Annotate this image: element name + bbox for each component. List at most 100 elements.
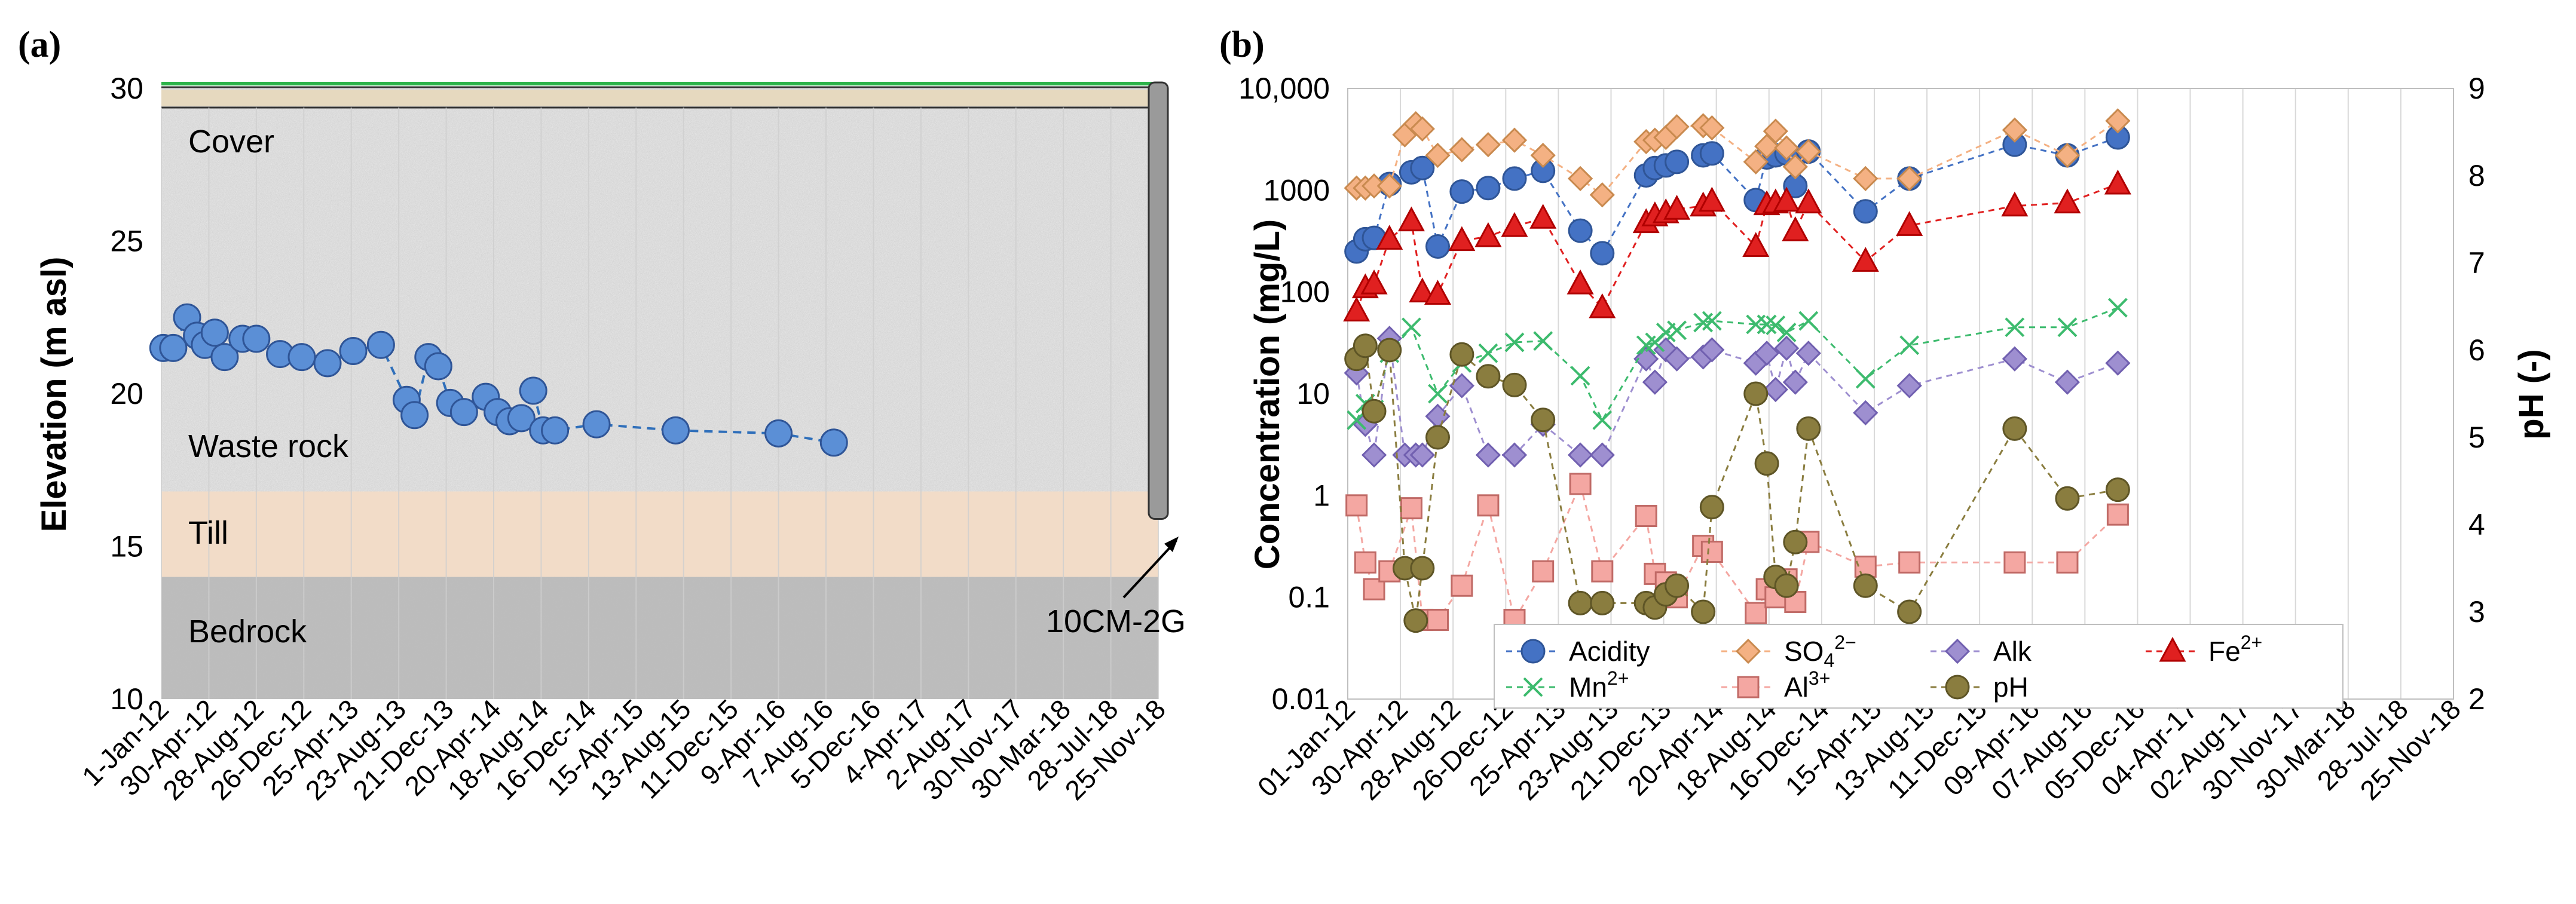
panel-b-letter: (b): [1219, 24, 1265, 65]
panel-a-y-ticks: 10 15 20 25 30: [110, 72, 143, 716]
panel-a-elevation: (a) 10 15 20 25 30 1-Jan-1230-Apr-1228-Aug-1…: [18, 24, 1186, 806]
point-ph: [1699, 495, 1724, 520]
water-table-point: [313, 349, 342, 378]
marker-stroke: [1667, 320, 1687, 341]
well-annotation-arrow: [1122, 540, 1177, 599]
water-table-point: [339, 336, 368, 365]
point-so42-: [1763, 118, 1788, 144]
point-ph: [1449, 342, 1474, 367]
point-ph: [1568, 590, 1593, 615]
panel-b-right-ticks: 2 3 4 5 6 7 8 9: [2468, 72, 2485, 716]
legend-marker: [1945, 675, 1970, 700]
point-alk: [2002, 346, 2027, 372]
point-al3-: [1400, 497, 1422, 520]
legend-item: pH: [1931, 672, 2029, 703]
point-so42-: [2105, 108, 2131, 134]
legend-item: Acidity: [1506, 636, 1650, 667]
point-ph: [1425, 425, 1450, 450]
y-tick-label: 10,000: [1238, 72, 1330, 105]
marker-stroke: [1402, 317, 1421, 338]
point-ph: [1590, 590, 1615, 615]
point-fe2-: [1852, 247, 1879, 272]
y2-tick-label: 3: [2468, 595, 2485, 629]
point-fe2-: [1343, 296, 1370, 322]
y-tick-label: 1000: [1263, 173, 1330, 207]
layer-label-cover: Cover: [188, 124, 274, 160]
water-table-point: [210, 343, 239, 372]
point-so42-: [1853, 166, 1879, 192]
water-table-point: [661, 416, 690, 445]
series-so42-: [1344, 108, 2131, 208]
point-so42-: [2002, 117, 2027, 143]
point-ph: [1796, 416, 1821, 441]
point-mn2-: [2005, 317, 2025, 338]
panel-a-x-ticks: 1-Jan-1230-Apr-1228-Aug-1226-Dec-1225-Ap…: [76, 693, 1171, 806]
point-mn2-: [1402, 317, 1421, 338]
point-alk: [1795, 341, 1821, 366]
legend-marker: [1737, 676, 1760, 698]
point-so42-: [1530, 142, 1556, 168]
point-so42-: [1376, 173, 1402, 199]
point-fe2-: [1589, 293, 1616, 318]
point-fe2-: [1529, 204, 1557, 229]
y2-tick-label: 9: [2468, 72, 2485, 105]
legend-marker: [1520, 639, 1546, 664]
legend-marker: [2159, 636, 2186, 662]
point-mn2-: [2057, 317, 2078, 338]
water-table-point: [582, 410, 611, 439]
point-alk: [1754, 341, 1780, 366]
y-tick-label: 100: [1280, 275, 1330, 309]
point-so42-: [2054, 142, 2081, 168]
water-table-series: [149, 303, 848, 457]
point-al3-: [1354, 551, 1376, 574]
point-so42-: [1475, 132, 1501, 158]
legend-item: SO42−: [1721, 632, 1856, 671]
water-table-point: [764, 419, 793, 448]
point-mn2-: [1533, 331, 1553, 351]
y2-tick-label: 4: [2468, 508, 2485, 541]
point-so42-: [1699, 115, 1725, 141]
point-al3-: [1745, 602, 1767, 624]
point-mn2-: [1776, 323, 1797, 342]
point-so42-: [1795, 139, 1821, 164]
legend-item: Mn2+: [1506, 667, 1629, 703]
point-so42-: [1664, 114, 1690, 140]
point-ph: [2002, 416, 2027, 441]
point-mn2-: [1667, 320, 1687, 341]
point-fe2-: [1409, 277, 1436, 303]
marker-stroke: [1570, 366, 1590, 386]
y-tick-label: 0.1: [1288, 581, 1330, 614]
point-fe2-: [1567, 269, 1594, 295]
well-annotation: 10CM-2G: [1046, 537, 1186, 639]
point-fe2-: [1360, 269, 1388, 295]
marker-stroke: [1899, 335, 1920, 356]
point-mn2-: [2107, 298, 2128, 318]
y2-tick-label: 7: [2468, 246, 2485, 280]
point-ph: [1774, 573, 1799, 598]
water-table-point: [200, 318, 229, 347]
point-fe2-: [2054, 188, 2081, 214]
point-ph: [1377, 338, 1402, 363]
point-so42-: [1782, 154, 1808, 180]
point-ph: [1410, 556, 1435, 581]
series-line-mn2-: [1356, 307, 2118, 422]
point-alk: [1449, 373, 1474, 399]
point-ph: [1353, 333, 1378, 358]
y-tick-label: 0.01: [1272, 682, 1330, 716]
point-alk: [1589, 442, 1615, 468]
point-fe2-: [2104, 169, 2131, 195]
series-fe2-: [1343, 169, 2131, 322]
panel-b-concentration: (b) 0.01 0.1 1 10 100 1000 10,000 2 3 4 5 6 7 8 9 01-…: [1219, 24, 2551, 806]
marker-stroke: [1798, 311, 1819, 331]
point-mn2-: [1428, 384, 1448, 404]
arrowhead-icon: [1164, 537, 1179, 552]
point-acidity: [1425, 234, 1450, 259]
point-ph: [1783, 529, 1808, 554]
point-fe2-: [1501, 212, 1528, 237]
well-label: 10CM-2G: [1046, 603, 1186, 639]
point-alk: [1763, 376, 1788, 403]
marker-stroke: [1428, 384, 1448, 404]
layer-label-till: Till: [188, 515, 228, 551]
panel-b-x-ticks: 01-Jan-1230-Apr-1228-Aug-1226-Dec-1225-A…: [1252, 693, 2467, 806]
series-ph: [1344, 333, 2130, 633]
